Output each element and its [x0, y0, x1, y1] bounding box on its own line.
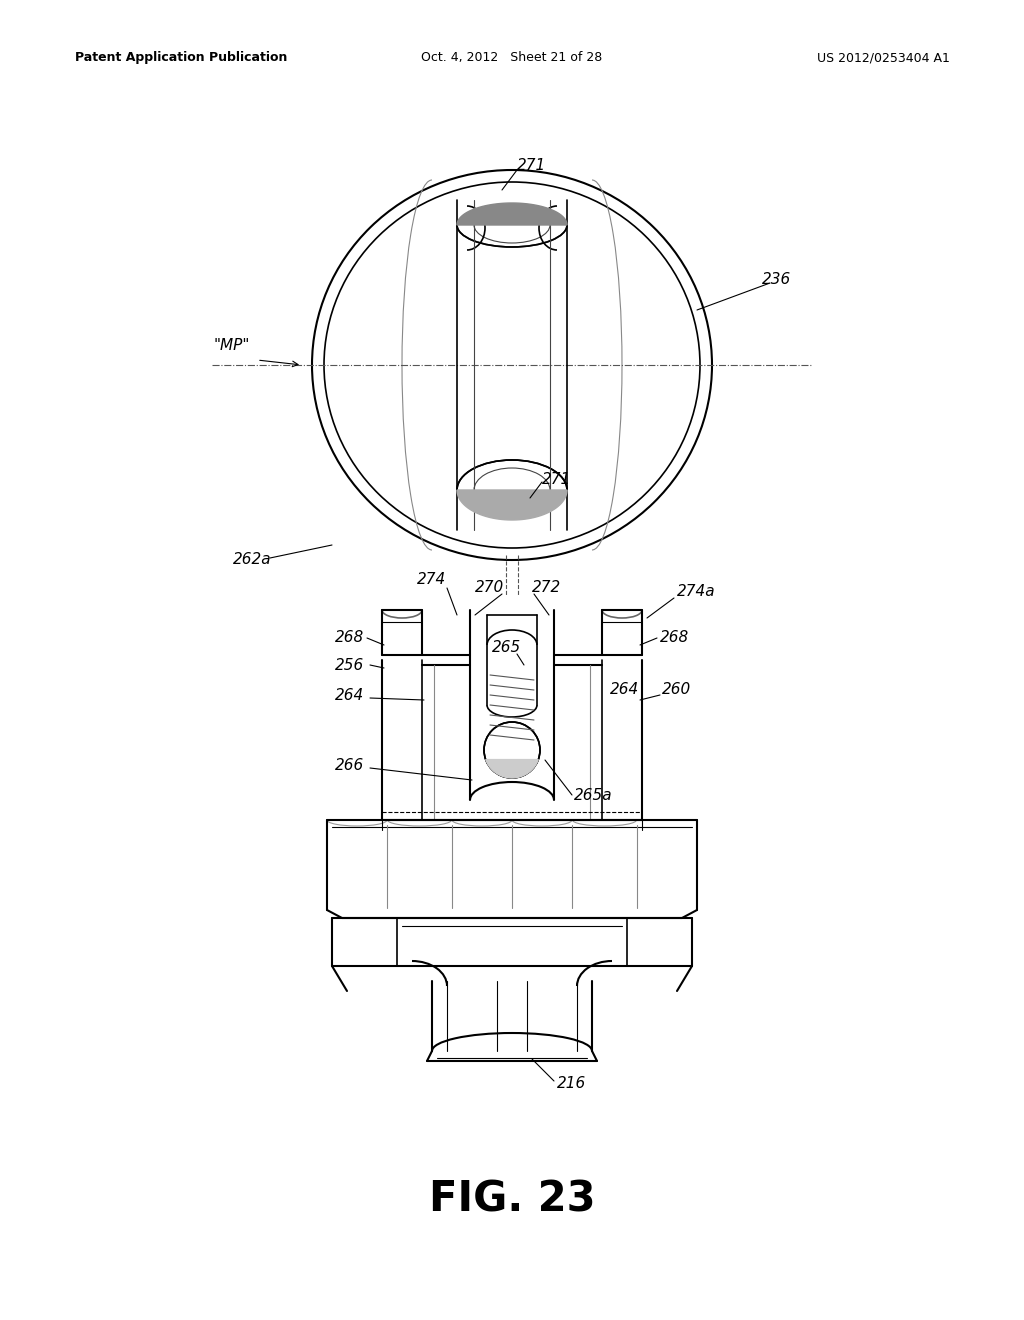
Text: FIG. 23: FIG. 23 — [429, 1179, 595, 1221]
Text: Oct. 4, 2012   Sheet 21 of 28: Oct. 4, 2012 Sheet 21 of 28 — [421, 51, 603, 65]
Text: 264: 264 — [610, 682, 639, 697]
Text: Patent Application Publication: Patent Application Publication — [75, 51, 288, 65]
Text: 260: 260 — [662, 682, 691, 697]
Text: "MP": "MP" — [214, 338, 250, 352]
Text: 271: 271 — [543, 473, 571, 487]
Text: 256: 256 — [335, 657, 364, 672]
Text: 216: 216 — [557, 1076, 587, 1090]
Polygon shape — [457, 490, 567, 520]
Polygon shape — [485, 759, 539, 777]
Text: 268: 268 — [335, 631, 364, 645]
Text: 274a: 274a — [677, 585, 716, 599]
Text: 266: 266 — [335, 758, 364, 772]
Text: 236: 236 — [763, 272, 792, 288]
Text: 264: 264 — [335, 688, 364, 702]
Text: 268: 268 — [660, 631, 689, 645]
Text: 272: 272 — [532, 581, 561, 595]
Polygon shape — [457, 203, 567, 224]
Text: 274: 274 — [418, 573, 446, 587]
Text: 262a: 262a — [232, 553, 271, 568]
Text: 265: 265 — [493, 640, 521, 656]
Text: 270: 270 — [475, 581, 505, 595]
Text: 271: 271 — [517, 157, 547, 173]
Text: US 2012/0253404 A1: US 2012/0253404 A1 — [817, 51, 950, 65]
Text: 265a: 265a — [574, 788, 612, 803]
